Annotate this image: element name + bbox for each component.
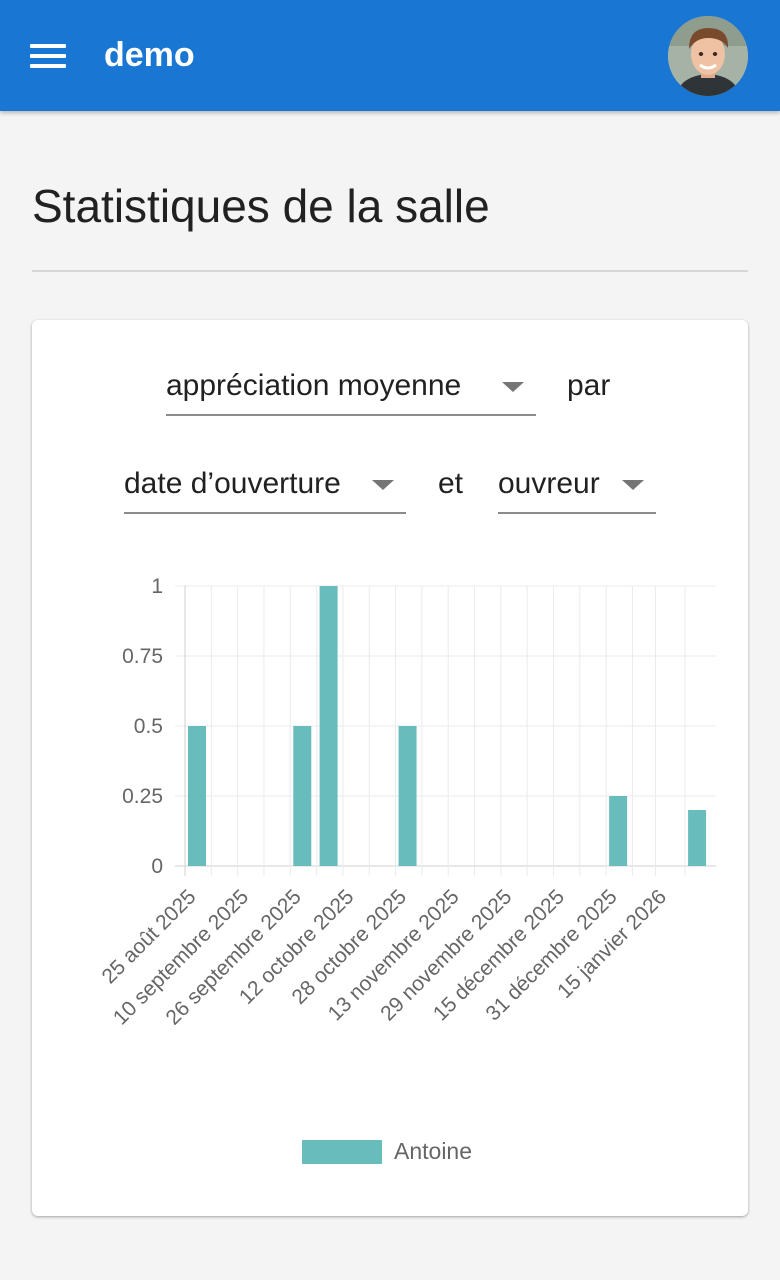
bar-2025-09-26[interactable] <box>293 726 312 866</box>
split-by-select-value: ouvreur <box>498 467 600 500</box>
chevron-down-icon <box>502 382 524 392</box>
y-tick-label: 0.5 <box>134 715 163 738</box>
menu-icon[interactable] <box>20 32 76 80</box>
legend-swatch[interactable] <box>302 1140 382 1164</box>
bar-2025-12-31[interactable] <box>609 796 628 866</box>
joiner-by-label: par <box>567 369 611 402</box>
chevron-down-icon <box>622 480 644 490</box>
split-by-select[interactable]: ouvreur <box>498 456 656 514</box>
joiner-and-label: et <box>438 467 464 500</box>
y-tick-label: 0.75 <box>122 645 163 668</box>
title-divider <box>32 270 748 272</box>
stats-card: appréciation moyenne par date d’ouvertur… <box>32 320 748 1216</box>
y-tick-label: 1 <box>151 575 163 598</box>
legend-label[interactable]: Antoine <box>394 1138 472 1164</box>
bar-2025-10-28[interactable] <box>398 726 417 866</box>
app-bar: demo <box>0 0 780 111</box>
bar-2026-01-24[interactable] <box>688 810 707 866</box>
y-tick-label: 0 <box>151 855 163 878</box>
page-title: Statistiques de la salle <box>32 180 490 232</box>
bar-2025-10-04[interactable] <box>319 586 338 866</box>
group-by-select[interactable]: date d’ouverture <box>124 456 406 514</box>
chevron-down-icon <box>372 480 394 490</box>
metric-select[interactable]: appréciation moyenne <box>166 358 536 416</box>
bar-2025-08-25[interactable] <box>188 726 206 866</box>
group-by-select-value: date d’ouverture <box>124 467 341 500</box>
y-tick-label: 0.25 <box>122 785 163 808</box>
avatar-image <box>668 16 748 96</box>
app-title: demo <box>104 36 195 74</box>
metric-select-value: appréciation moyenne <box>166 369 462 402</box>
user-avatar[interactable] <box>668 16 748 96</box>
